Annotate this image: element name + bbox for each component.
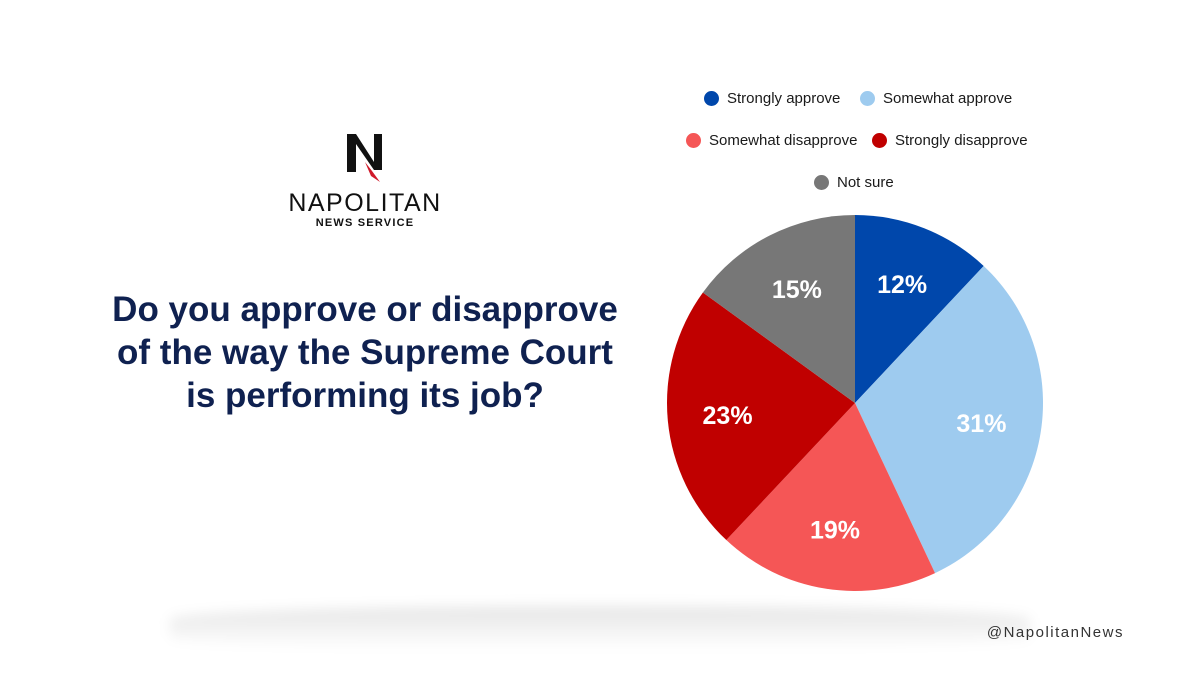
logo-brand-text: NAPOLITAN — [288, 189, 442, 217]
legend-label: Strongly disapprove — [895, 132, 1028, 149]
legend-swatch — [860, 91, 875, 106]
napolitan-n-icon — [347, 134, 382, 182]
legend-swatch — [704, 91, 719, 106]
legend-label: Somewhat approve — [883, 90, 1013, 107]
pie-chart: 12% 31% 19% 23% 15% — [667, 215, 1043, 591]
pie-data-label: 23% — [703, 402, 753, 430]
social-handle: @NapolitanNews — [986, 624, 1124, 641]
chart-legend: Strongly approve Somewhat approve Somewh… — [660, 84, 1060, 199]
legend-swatch — [814, 175, 829, 190]
legend-item: Somewhat approve — [860, 90, 1012, 107]
legend-label: Somewhat disapprove — [709, 132, 858, 149]
pie-slice-not-sure — [702, 215, 855, 403]
footer-shadow — [170, 606, 1030, 650]
question-title: Do you approve or disapprove of the way … — [112, 290, 618, 415]
legend-label: Not sure — [837, 174, 894, 191]
legend-swatch — [872, 133, 887, 148]
legend-item: Strongly disapprove — [872, 132, 1028, 149]
legend-item: Strongly approve — [704, 90, 840, 107]
pie-slice-somewhat-approve — [855, 265, 1043, 574]
pie-data-label: 19% — [810, 516, 860, 544]
legend-item: Not sure — [814, 174, 894, 191]
pie-data-label: 12% — [877, 271, 927, 299]
napolitan-logo: NAPOLITAN NEWS SERVICE — [270, 132, 460, 230]
logo-sub-text: NEWS SERVICE — [315, 217, 415, 229]
pie-slice-strongly-approve — [855, 215, 984, 403]
pie-slice-strongly-disapprove — [667, 292, 855, 541]
pie-data-label: 31% — [956, 410, 1006, 438]
pie-data-label: 15% — [772, 276, 822, 304]
pie-slice-somewhat-disapprove — [726, 403, 936, 591]
legend-label: Strongly approve — [727, 90, 841, 107]
legend-item: Somewhat disapprove — [686, 132, 857, 149]
legend-swatch — [686, 133, 701, 148]
